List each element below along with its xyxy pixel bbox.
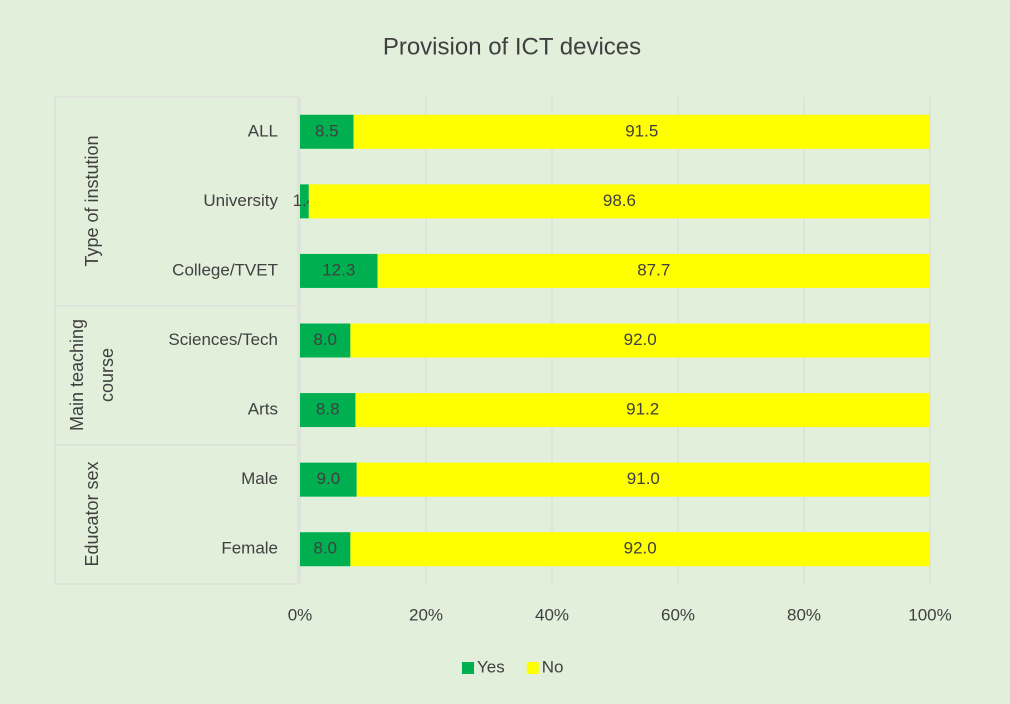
- data-label: 8.0: [313, 330, 337, 349]
- data-label: 87.7: [637, 260, 670, 279]
- bar-segment: [350, 532, 930, 567]
- data-label: 8.5: [315, 121, 339, 140]
- legend-swatch: [462, 662, 474, 674]
- data-label: 9.0: [317, 469, 341, 488]
- x-tick-label: 100%: [908, 605, 951, 624]
- y-tick-label: Arts: [248, 400, 278, 419]
- bar-segment: [300, 184, 309, 219]
- y-tick-label: College/TVET: [172, 260, 278, 279]
- bar-segment: [356, 462, 930, 497]
- group-label: Type of instution: [82, 135, 102, 267]
- legend-label: Yes: [477, 657, 505, 676]
- x-tick-label: 40%: [535, 605, 569, 624]
- data-label: 12.3: [322, 260, 355, 279]
- data-label: 92.0: [624, 330, 657, 349]
- bar-segment: [355, 393, 930, 428]
- data-label: 8.8: [316, 400, 340, 419]
- group-label: Main teaching course: [67, 319, 117, 432]
- group-label: Educator sex: [82, 461, 102, 567]
- chart-title: Provision of ICT devices: [383, 33, 641, 60]
- data-label: 92.0: [624, 539, 657, 558]
- data-label: 98.6: [603, 191, 636, 210]
- y-tick-label: University: [203, 191, 278, 210]
- y-tick-label: ALL: [248, 121, 278, 140]
- legend-swatch: [526, 662, 539, 674]
- y-tick-label: Sciences/Tech: [168, 330, 278, 349]
- data-label: 91.0: [627, 469, 660, 488]
- bar-segment: [377, 253, 930, 288]
- bar-segment: [300, 532, 351, 567]
- bar-segment: [300, 114, 354, 149]
- bar-segment: [308, 184, 930, 219]
- data-label: 91.5: [625, 121, 658, 140]
- bar-segment: [300, 462, 357, 497]
- x-tick-label: 60%: [661, 605, 695, 624]
- legend-label: No: [542, 657, 564, 676]
- data-label: 8.0: [313, 539, 337, 558]
- bar-segment: [350, 323, 930, 358]
- x-tick-label: 80%: [787, 605, 821, 624]
- x-tick-label: 20%: [409, 605, 443, 624]
- y-tick-label: Male: [241, 469, 278, 488]
- x-tick-label: 0%: [288, 605, 313, 624]
- bar-segment: [300, 393, 356, 428]
- bar-segment: [300, 253, 378, 288]
- bar-segment: [353, 114, 930, 149]
- y-tick-label: Female: [221, 539, 278, 558]
- data-label: 91.2: [626, 400, 659, 419]
- bar-segment: [300, 323, 351, 358]
